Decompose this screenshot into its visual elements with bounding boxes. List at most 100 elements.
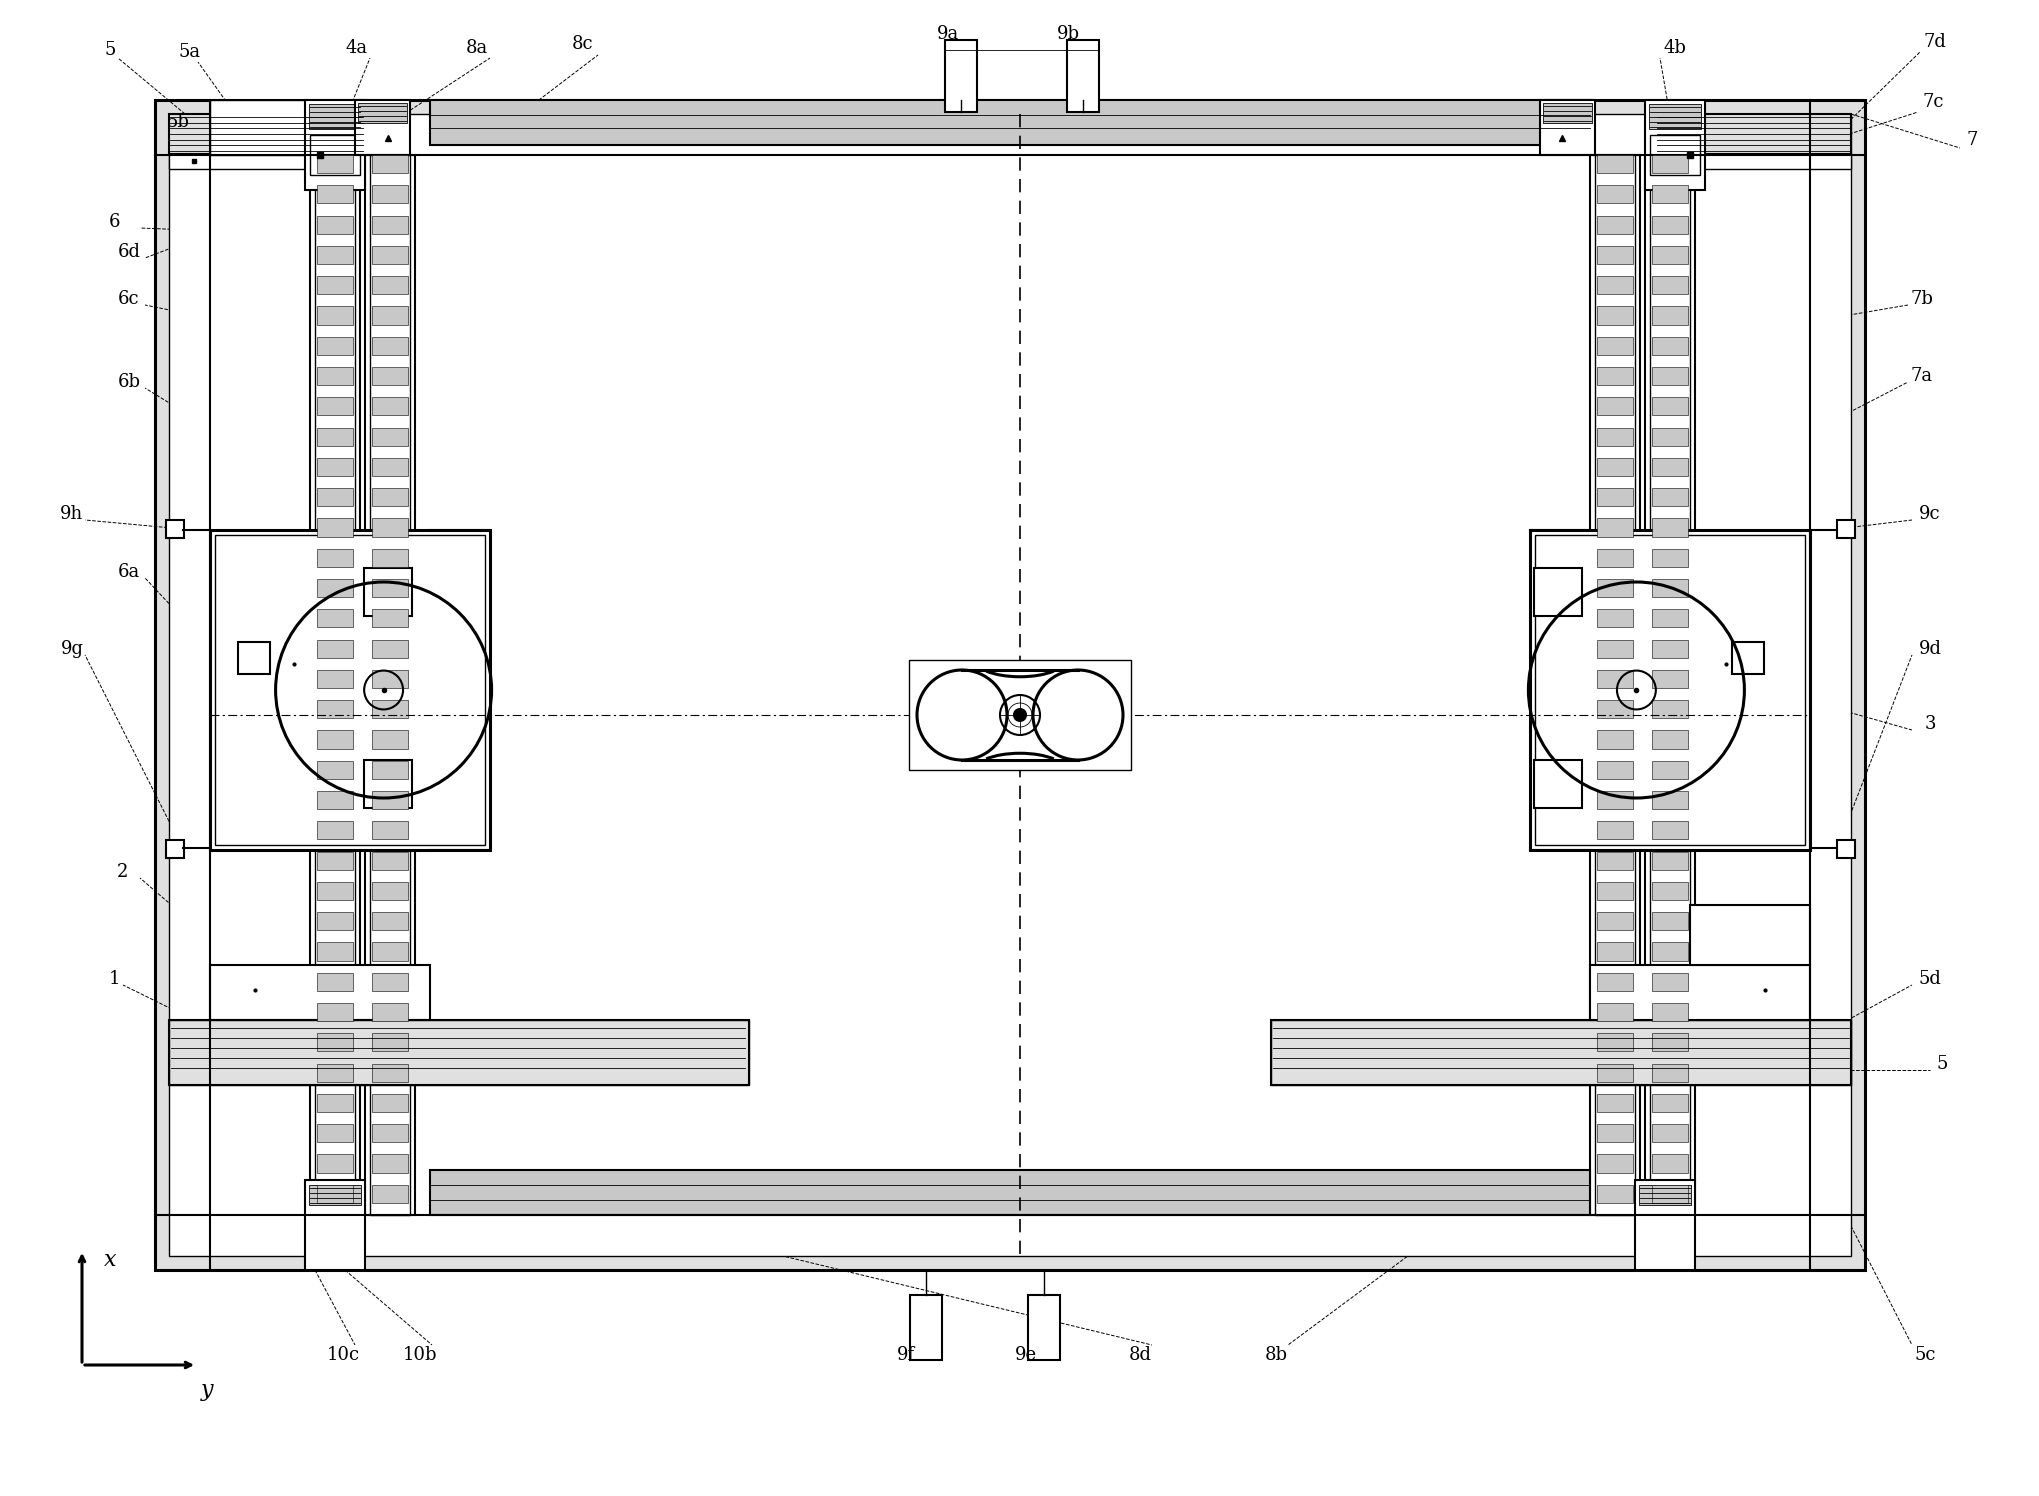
Bar (371, 156, 408, 174)
Bar (1597, 881, 1631, 901)
Bar (1652, 549, 1686, 567)
Bar (316, 791, 353, 809)
Bar (1597, 428, 1631, 446)
Bar (371, 1002, 408, 1022)
Text: 1: 1 (110, 969, 120, 987)
Bar (1597, 549, 1631, 567)
Bar (1652, 245, 1686, 263)
Bar (371, 307, 408, 325)
Bar (316, 277, 353, 295)
Bar (1652, 215, 1686, 233)
Bar (371, 791, 408, 809)
Bar (371, 1185, 408, 1203)
Bar (371, 881, 408, 901)
Bar (316, 549, 353, 567)
Bar (371, 458, 408, 476)
Bar (371, 1064, 408, 1082)
Text: 2: 2 (118, 863, 128, 881)
Bar (1597, 821, 1631, 839)
Bar (316, 1034, 353, 1052)
Bar (1588, 156, 1639, 1215)
Bar (369, 156, 410, 1215)
Bar (1652, 1034, 1686, 1052)
Bar (1533, 568, 1580, 616)
Bar (316, 640, 353, 658)
Bar (314, 156, 355, 1215)
Bar (371, 640, 408, 658)
Bar (371, 1155, 408, 1173)
Bar (1597, 215, 1631, 233)
Bar (1652, 1002, 1686, 1022)
Bar (1270, 1020, 1849, 1085)
Text: x: x (104, 1249, 116, 1272)
Bar (1652, 730, 1686, 748)
Bar (1652, 458, 1686, 476)
Bar (316, 1155, 353, 1173)
Bar (1066, 40, 1099, 112)
Bar (1597, 1185, 1631, 1203)
Bar (1731, 642, 1764, 675)
Bar (316, 1064, 353, 1082)
Bar (1597, 367, 1631, 384)
Bar (371, 821, 408, 839)
Bar (371, 730, 408, 748)
Bar (1597, 458, 1631, 476)
Bar (1652, 640, 1686, 658)
Bar (308, 105, 361, 129)
Bar (1597, 942, 1631, 960)
Bar (1597, 519, 1631, 537)
Bar (316, 579, 353, 597)
Text: 5a: 5a (179, 43, 202, 61)
Bar (316, 1094, 353, 1112)
Bar (316, 609, 353, 627)
Bar (1597, 488, 1631, 506)
Bar (1652, 760, 1686, 779)
Bar (1652, 186, 1686, 203)
Bar (371, 519, 408, 537)
Bar (316, 337, 353, 355)
Bar (371, 1123, 408, 1143)
Bar (1597, 398, 1631, 416)
Bar (1597, 245, 1631, 263)
Bar (1597, 337, 1631, 355)
Bar (371, 913, 408, 931)
Bar (1597, 972, 1631, 990)
Bar (371, 549, 408, 567)
Bar (1633, 1180, 1694, 1270)
Circle shape (1013, 709, 1026, 721)
Bar (1652, 942, 1686, 960)
Bar (371, 1094, 408, 1112)
Bar (1539, 100, 1594, 156)
Bar (306, 100, 365, 190)
Text: 7a: 7a (1911, 367, 1933, 384)
Bar (1652, 488, 1686, 506)
Bar (371, 851, 408, 869)
Text: 6d: 6d (118, 242, 141, 260)
Bar (316, 1123, 353, 1143)
Bar (1652, 337, 1686, 355)
Bar (1652, 1185, 1686, 1203)
Bar (316, 307, 353, 325)
Text: 7d: 7d (1923, 33, 1945, 51)
Bar (1652, 1064, 1686, 1082)
Bar (1533, 760, 1580, 808)
Bar (316, 156, 353, 174)
Text: 9b: 9b (1056, 25, 1079, 43)
Bar (1652, 791, 1686, 809)
Bar (371, 337, 408, 355)
Text: 9a: 9a (936, 25, 958, 43)
Bar (1533, 536, 1805, 845)
Bar (306, 1180, 365, 1270)
Bar (1652, 881, 1686, 901)
Bar (371, 245, 408, 263)
Bar (169, 114, 1849, 1257)
Text: 8a: 8a (465, 39, 487, 57)
Bar (1597, 791, 1631, 809)
Text: 5: 5 (1935, 1055, 1947, 1073)
Bar (316, 670, 353, 688)
Bar (1652, 972, 1686, 990)
Bar (430, 100, 1588, 145)
Bar (1835, 521, 1853, 539)
Text: 6b: 6b (118, 373, 141, 390)
Text: 6: 6 (110, 212, 120, 230)
